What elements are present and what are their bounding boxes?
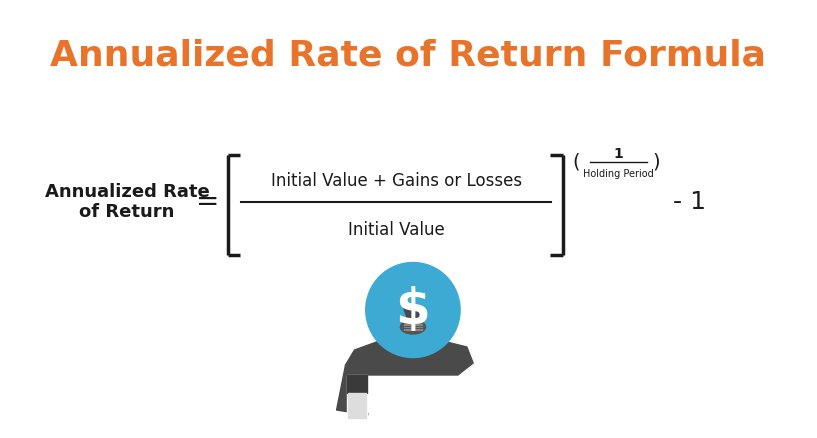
FancyBboxPatch shape bbox=[348, 393, 366, 418]
Text: $: $ bbox=[395, 286, 431, 334]
Text: (: ( bbox=[572, 152, 579, 172]
Polygon shape bbox=[347, 375, 367, 393]
Ellipse shape bbox=[400, 320, 426, 334]
Text: Initial Value + Gains or Losses: Initial Value + Gains or Losses bbox=[270, 172, 522, 190]
Text: Holding Period: Holding Period bbox=[583, 169, 654, 179]
Ellipse shape bbox=[366, 262, 460, 357]
Polygon shape bbox=[337, 365, 368, 415]
Text: - 1: - 1 bbox=[672, 190, 706, 214]
Text: Initial Value: Initial Value bbox=[348, 221, 444, 239]
Polygon shape bbox=[395, 330, 431, 352]
Text: =: = bbox=[196, 188, 220, 216]
FancyBboxPatch shape bbox=[347, 375, 367, 420]
Text: 1: 1 bbox=[614, 147, 623, 161]
Text: ): ) bbox=[653, 152, 660, 172]
Text: Annualized Rate of Return Formula: Annualized Rate of Return Formula bbox=[51, 38, 766, 72]
Text: Annualized Rate: Annualized Rate bbox=[45, 183, 209, 201]
Polygon shape bbox=[346, 337, 473, 375]
Text: of Return: of Return bbox=[79, 203, 175, 221]
